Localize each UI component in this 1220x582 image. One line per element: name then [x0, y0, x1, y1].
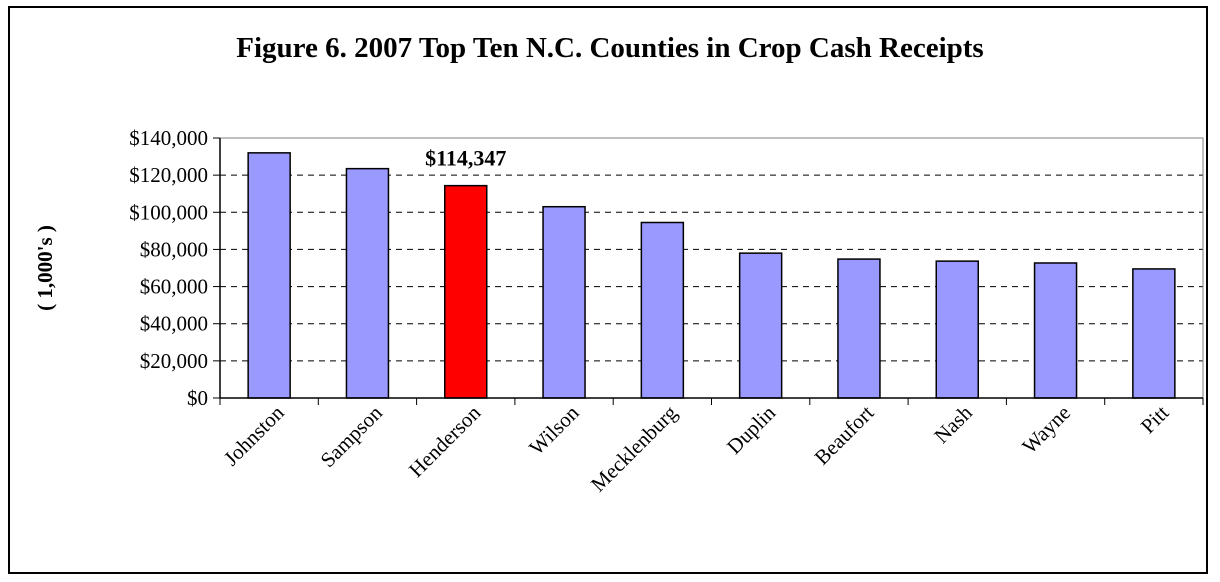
chart-title: Figure 6. 2007 Top Ten N.C. Counties in … — [236, 32, 984, 64]
x-tick-label: Wayne — [1017, 401, 1075, 459]
x-tick-label: Duplin — [722, 400, 781, 459]
y-tick-label: $120,000 — [129, 163, 208, 187]
y-tick-label: $0 — [187, 386, 208, 410]
bar-johnston — [247, 152, 291, 399]
y-axis-label: ( 1,000's ) — [33, 225, 57, 311]
x-tick-labels: Johnston Sampson Henderson Wilson Mecklenbur… — [219, 400, 1174, 496]
x-tick-label: Mecklenburg — [586, 400, 682, 496]
bar-wilson — [542, 205, 586, 399]
y-tick-label: $60,000 — [140, 275, 208, 299]
bar-wayne — [1033, 262, 1078, 399]
x-tick-label: Wilson — [524, 400, 584, 460]
bar-sampson — [345, 167, 390, 399]
bar-pitt — [1132, 268, 1176, 399]
data-label: $114,347 — [425, 146, 506, 171]
x-tick-label: Johnston — [219, 400, 289, 470]
x-tick-label: Henderson — [404, 400, 486, 482]
bar-henderson — [444, 184, 488, 399]
y-tick-label: $80,000 — [140, 237, 208, 261]
chart-frame — [8, 6, 1208, 574]
x-tick-label: Beaufort — [810, 400, 879, 469]
y-tick-label: $20,000 — [140, 349, 208, 373]
y-tick-label: $40,000 — [140, 312, 208, 336]
bar-mecklenburg — [640, 221, 685, 399]
bar-nash — [935, 260, 979, 399]
bar-duplin — [738, 252, 783, 399]
y-tick-label: $100,000 — [129, 200, 208, 224]
axes — [213, 137, 1204, 405]
x-tick-label: Nash — [929, 400, 977, 448]
x-tick-label: Sampson — [316, 400, 388, 472]
bar-beaufort — [837, 258, 881, 399]
x-tick-label: Pitt — [1136, 400, 1174, 438]
y-tick-label: $140,000 — [129, 126, 208, 150]
bars — [247, 152, 1176, 399]
y-tick-labels: $0 $20,000 $40,000 $60,000 $80,000 $100,000 $1… — [129, 126, 208, 410]
